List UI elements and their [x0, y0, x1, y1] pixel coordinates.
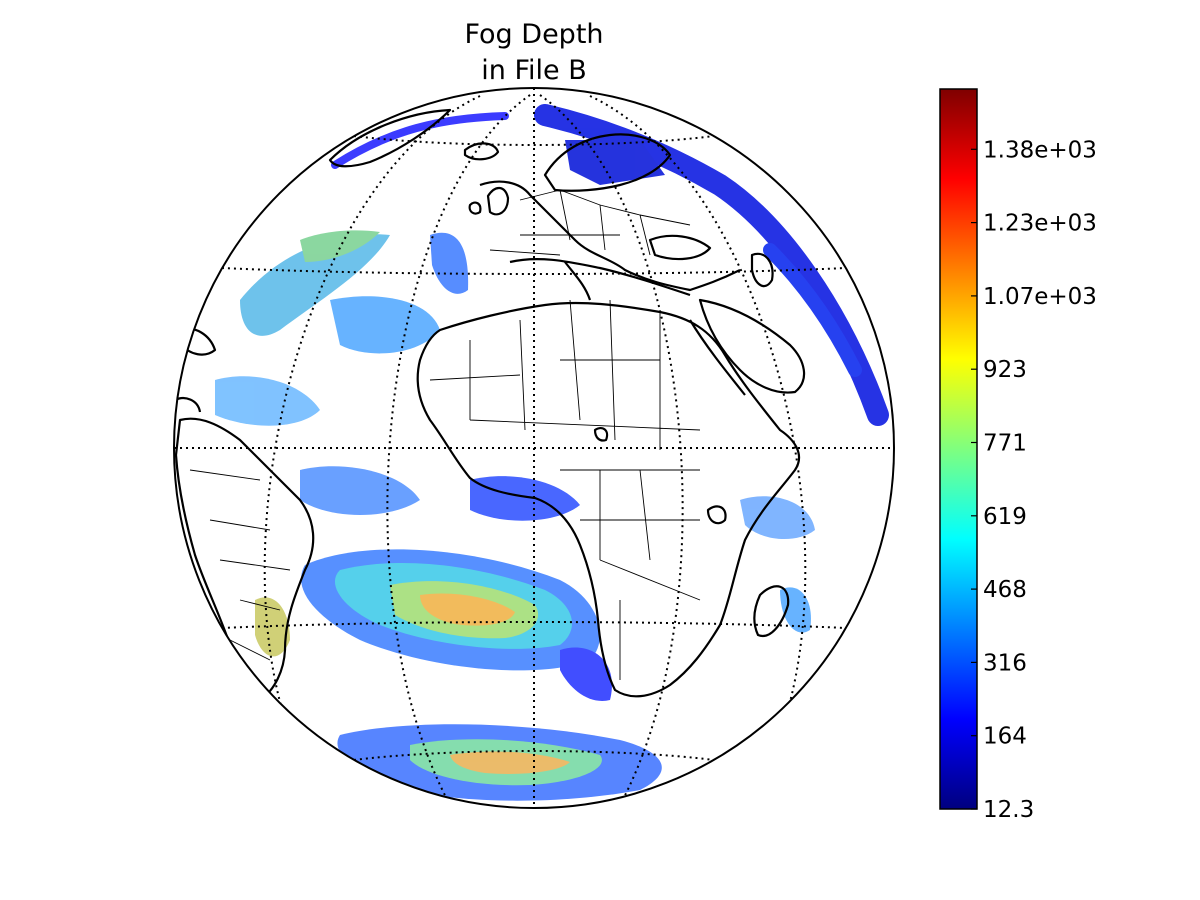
fog-patch-atlantic-central	[300, 466, 420, 515]
coast-mediterranean	[509, 257, 691, 301]
colorbar-tick-label: 316	[983, 650, 1027, 676]
colorbar-ticks: 12.3 164 316 468 619 771 923 1.07e+03 1.23e+03 1.…	[971, 137, 1097, 823]
fog-patch-gulf-guinea	[470, 476, 580, 521]
colorbar-tick-label: 1.23e+03	[983, 211, 1097, 237]
coast-british-isles	[468, 186, 510, 216]
coastlines	[174, 108, 806, 702]
colorbar-tick-label: 164	[983, 724, 1027, 750]
graticule-lon-w30	[386, 94, 531, 806]
coast-scandinavia	[543, 133, 672, 192]
fog-depth-field	[215, 104, 889, 801]
colorbar-tick-label: 1.07e+03	[983, 284, 1097, 310]
fog-patch-atlantic-mid	[330, 296, 440, 354]
coast-south-america	[174, 417, 315, 702]
colorbar-tick-label: 619	[983, 504, 1027, 530]
coast-lake-chad	[593, 426, 609, 442]
colorbar-tick-label: 771	[983, 431, 1027, 457]
coast-africa	[416, 301, 801, 698]
fog-band-southern-ocean-core	[450, 751, 570, 774]
colorbar-bar	[939, 88, 978, 810]
borders-south-america	[189, 469, 291, 661]
fog-swath-caspian	[763, 243, 862, 377]
coast-black-sea	[648, 234, 712, 261]
coast-madagascar	[753, 585, 790, 638]
borders-north-africa	[429, 299, 701, 450]
fog-patch-s-africa	[560, 647, 612, 701]
coast-iceland	[463, 142, 500, 161]
fog-swath-north-atlantic	[331, 112, 509, 169]
coast-red-sea	[689, 319, 746, 396]
colorbar-tick-label: 1.38e+03	[983, 137, 1097, 163]
coast-europe	[479, 180, 741, 292]
borders-europe	[489, 189, 691, 256]
fog-patch-atlantic-mid-2	[430, 232, 469, 294]
globe-outline	[173, 87, 895, 809]
map-title-line2: in File B	[481, 55, 586, 86]
country-borders	[189, 189, 701, 680]
fog-patch-indian-ocean	[740, 496, 815, 540]
borders-central-africa	[560, 469, 701, 680]
colorbar-tick-label: 468	[983, 577, 1027, 603]
fog-field-brazil-coast	[255, 597, 290, 657]
colorbar: 12.3 164 316 468 619 771 923 1.07e+03 1.23e+03 1.…	[939, 88, 1097, 823]
fog-patch-atlantic-nw	[240, 234, 390, 336]
graticule-lon-e30	[539, 94, 684, 806]
colorbar-tick-label: 923	[983, 357, 1027, 383]
graticule	[174, 88, 894, 808]
graticule-lat-n60	[353, 135, 715, 146]
coast-lake-victoria	[706, 505, 727, 525]
graticule-lat-s60	[353, 750, 715, 761]
fog-patch-scandinavia	[565, 140, 665, 185]
fog-field-south-atlantic-core	[420, 593, 515, 626]
coast-greenland	[328, 108, 452, 168]
fog-patch-atlantic-west	[215, 376, 320, 426]
coast-arabia	[698, 298, 806, 394]
graticule-lat-n30	[221, 267, 847, 275]
globe-content	[174, 88, 894, 808]
fog-patch-atlantic-nw-2	[300, 230, 380, 262]
map-title-line1: Fog Depth	[464, 19, 603, 50]
globe	[173, 87, 895, 809]
coast-caspian	[750, 252, 774, 288]
colorbar-tick-label: 12.3	[983, 797, 1034, 823]
